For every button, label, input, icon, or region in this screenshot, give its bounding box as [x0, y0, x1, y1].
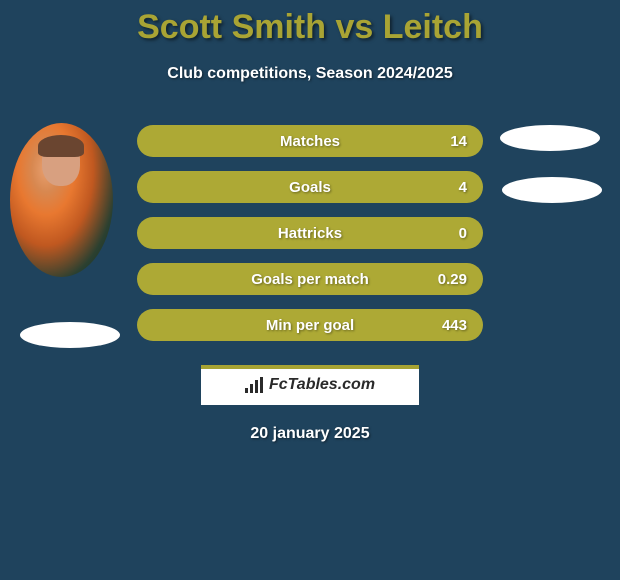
stat-bar-min-per-goal: Min per goal 443 [137, 309, 483, 341]
player-right-column [500, 125, 600, 203]
player-right-oval-2 [502, 177, 602, 203]
player-left-column [10, 123, 113, 348]
stat-value: 443 [442, 317, 467, 334]
subtitle: Club competitions, Season 2024/2025 [0, 65, 620, 83]
player-avatar [10, 123, 113, 277]
date-label: 20 january 2025 [0, 425, 620, 443]
stat-bar-matches: Matches 14 [137, 125, 483, 157]
stat-value: 0 [459, 225, 467, 242]
main-container: Scott Smith vs Leitch Club competitions,… [0, 0, 620, 443]
stat-value: 4 [459, 179, 467, 196]
branding-text: FcTables.com [269, 376, 375, 394]
stats-list: Matches 14 Goals 4 Hattricks 0 Goals per… [137, 125, 483, 341]
player-left-oval [20, 322, 120, 348]
chart-icon [245, 377, 265, 393]
player-right-oval-1 [500, 125, 600, 151]
stat-label: Hattricks [278, 225, 342, 242]
stat-bar-hattricks: Hattricks 0 [137, 217, 483, 249]
stat-label: Goals [289, 179, 331, 196]
branding-badge: FcTables.com [201, 365, 419, 405]
stat-value: 0.29 [438, 271, 467, 288]
page-title: Scott Smith vs Leitch [0, 8, 620, 47]
stat-bar-goals-per-match: Goals per match 0.29 [137, 263, 483, 295]
stat-value: 14 [450, 133, 467, 150]
content-area: Matches 14 Goals 4 Hattricks 0 Goals per… [0, 125, 620, 345]
stat-label: Matches [280, 133, 340, 150]
stat-bar-goals: Goals 4 [137, 171, 483, 203]
stat-label: Min per goal [266, 317, 354, 334]
stat-label: Goals per match [251, 271, 369, 288]
